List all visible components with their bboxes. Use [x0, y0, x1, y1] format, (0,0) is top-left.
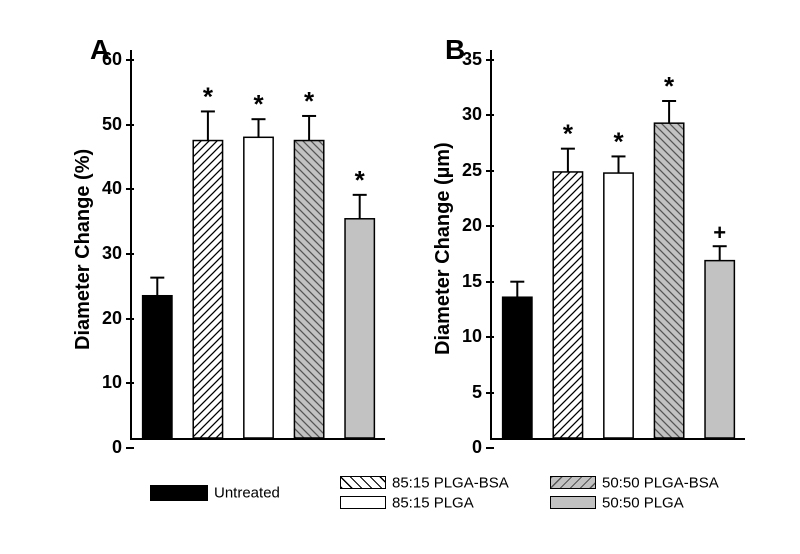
y-tick: 0	[452, 438, 492, 456]
bar-8515	[604, 173, 633, 438]
sig-marker: *	[355, 165, 366, 195]
y-tick: 20	[452, 216, 492, 234]
legend-label: 50:50 PLGA-BSA	[602, 474, 719, 491]
bar-8515_bsa	[553, 172, 582, 438]
legend-label: 50:50 PLGA	[602, 494, 684, 511]
legend-item-8515_bsa: 85:15 PLGA-BSA	[340, 474, 509, 492]
sig-marker: *	[563, 119, 574, 149]
bar-untreated	[143, 296, 172, 438]
bar-5050_bsa	[294, 141, 323, 438]
panel-b-plot: 05101520253035***+	[490, 50, 745, 440]
y-tick: 60	[92, 50, 132, 68]
bar-untreated	[503, 297, 532, 438]
legend-item-5050_bsa: 50:50 PLGA-BSA	[550, 474, 719, 492]
legend-item-5050: 50:50 PLGA	[550, 494, 684, 512]
y-tick: 25	[452, 161, 492, 179]
legend-label: Untreated	[214, 484, 280, 501]
y-tick: 10	[92, 373, 132, 391]
y-tick: 20	[92, 309, 132, 327]
y-tick: 0	[92, 438, 132, 456]
sig-marker: *	[304, 86, 315, 116]
legend-item-8515: 85:15 PLGA	[340, 494, 474, 512]
legend-swatch	[340, 496, 386, 509]
sig-marker: *	[253, 89, 264, 119]
bar-5050	[705, 261, 734, 438]
y-tick: 50	[92, 115, 132, 133]
sig-marker: *	[664, 71, 675, 101]
bar-5050	[345, 219, 374, 438]
legend-swatch	[150, 485, 208, 501]
bar-5050_bsa	[654, 123, 683, 438]
legend: Untreated 85:15 PLGA-BSA 85:15 PLGA 50:50 P…	[0, 470, 800, 530]
legend-item-untreated: Untreated	[150, 484, 280, 502]
panel-b-ylabel: Diameter Change (µm)	[432, 142, 455, 355]
sig-marker: +	[713, 220, 726, 245]
y-tick: 30	[92, 244, 132, 262]
y-tick: 5	[452, 383, 492, 401]
y-tick: 10	[452, 327, 492, 345]
y-tick: 15	[452, 272, 492, 290]
figure: A 0102030405060**** Diameter Change (%) …	[0, 0, 800, 554]
sig-marker: *	[613, 126, 624, 156]
y-tick: 40	[92, 179, 132, 197]
legend-swatch	[550, 496, 596, 509]
legend-swatch	[340, 476, 386, 489]
sig-marker: *	[203, 81, 214, 111]
legend-label: 85:15 PLGA	[392, 494, 474, 511]
y-tick: 30	[452, 105, 492, 123]
bar-8515	[244, 137, 273, 438]
panel-a-ylabel: Diameter Change (%)	[72, 149, 95, 350]
panel-a-plot: 0102030405060****	[130, 50, 385, 440]
legend-label: 85:15 PLGA-BSA	[392, 474, 509, 491]
legend-swatch	[550, 476, 596, 489]
y-tick: 35	[452, 50, 492, 68]
bar-8515_bsa	[193, 141, 222, 438]
